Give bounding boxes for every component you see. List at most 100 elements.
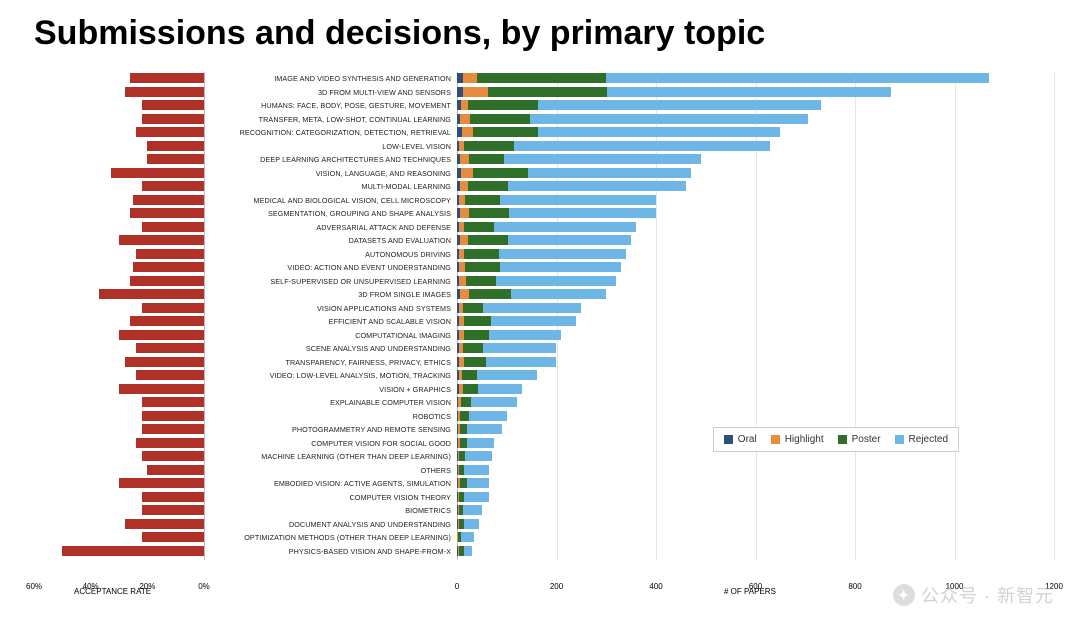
acceptance-bar-cell (34, 477, 204, 491)
chart-row: EMBODIED VISION: ACTIVE AGENTS, SIMULATI… (34, 477, 1054, 491)
right-axis-tick: 0 (455, 582, 459, 591)
chart-row: TRANSPARENCY, FAIRNESS, PRIVACY, ETHICS (34, 356, 1054, 370)
chart-row: DATASETS AND EVALUATION (34, 234, 1054, 248)
papers-bar-cell (457, 477, 1054, 491)
papers-bar-cell (457, 86, 1054, 100)
acceptance-bar (142, 303, 204, 313)
acceptance-bar (142, 492, 204, 502)
bar-segment-poster (464, 330, 489, 340)
papers-bar-cell (457, 369, 1054, 383)
papers-bar-cell (457, 167, 1054, 181)
papers-bar-cell (457, 194, 1054, 208)
acceptance-bar-cell (34, 194, 204, 208)
chart-row: EXPLAINABLE COMPUTER VISION (34, 396, 1054, 410)
acceptance-bar-cell (34, 342, 204, 356)
papers-bar-cell (457, 342, 1054, 356)
chart-row: SELF-SUPERVISED OR UNSUPERVISED LEARNING (34, 275, 1054, 289)
bar-segment-poster (468, 100, 538, 110)
bar-segment-highlight (463, 87, 488, 97)
topic-label: EFFICIENT AND SCALABLE VISION (204, 317, 457, 326)
acceptance-bar-cell (34, 275, 204, 289)
acceptance-bar (133, 262, 204, 272)
topic-label: ADVERSARIAL ATTACK AND DEFENSE (204, 223, 457, 232)
legend-label: Rejected (909, 434, 948, 445)
acceptance-bar-cell (34, 450, 204, 464)
chart-container: IMAGE AND VIDEO SYNTHESIS AND GENERATION… (34, 72, 1054, 600)
chart-row: VISION, LANGUAGE, AND REASONING (34, 167, 1054, 181)
papers-bar-cell (457, 126, 1054, 140)
topic-label: MULTI-MODAL LEARNING (204, 182, 457, 191)
page-title: Submissions and decisions, by primary to… (34, 14, 765, 53)
bar-segment-rejected (496, 276, 616, 286)
bar-segment-highlight (460, 235, 468, 245)
topic-label: COMPUTATIONAL IMAGING (204, 331, 457, 340)
chart-row: DEEP LEARNING ARCHITECTURES AND TECHNIQU… (34, 153, 1054, 167)
acceptance-bar-cell (34, 167, 204, 181)
acceptance-bar (142, 181, 204, 191)
acceptance-bar-cell (34, 99, 204, 113)
bar-segment-rejected (511, 289, 606, 299)
bar-segment-rejected (494, 222, 636, 232)
papers-bar-cell (457, 207, 1054, 221)
acceptance-bar-cell (34, 261, 204, 275)
chart-row: TRANSFER, META, LOW-SHOT, CONTINUAL LEAR… (34, 113, 1054, 127)
legend-item: Rejected (895, 434, 948, 445)
bar-segment-rejected (514, 141, 771, 151)
papers-bar-cell (457, 450, 1054, 464)
acceptance-bar-cell (34, 491, 204, 505)
topic-label: LOW-LEVEL VISION (204, 142, 457, 151)
bar-segment-poster (488, 87, 607, 97)
bar-segment-poster (469, 289, 511, 299)
topic-label: EMBODIED VISION: ACTIVE AGENTS, SIMULATI… (204, 479, 457, 488)
chart-row: VIDEO: LOW-LEVEL ANALYSIS, MOTION, TRACK… (34, 369, 1054, 383)
bar-segment-poster (461, 397, 471, 407)
topic-label: PHOTOGRAMMETRY AND REMOTE SENSING (204, 425, 457, 434)
topic-label: SEGMENTATION, GROUPING AND SHAPE ANALYSI… (204, 209, 457, 218)
topic-label: TRANSPARENCY, FAIRNESS, PRIVACY, ETHICS (204, 358, 457, 367)
acceptance-bar (136, 343, 204, 353)
topic-label: TRANSFER, META, LOW-SHOT, CONTINUAL LEAR… (204, 115, 457, 124)
acceptance-bar-cell (34, 396, 204, 410)
topic-label: OTHERS (204, 466, 457, 475)
topic-label: AUTONOMOUS DRIVING (204, 250, 457, 259)
bar-segment-rejected (504, 154, 701, 164)
topic-label: COMPUTER VISION THEORY (204, 493, 457, 502)
topic-label: DATASETS AND EVALUATION (204, 236, 457, 245)
papers-bar-cell (457, 153, 1054, 167)
bar-segment-highlight (461, 168, 473, 178)
bar-segment-highlight (460, 114, 470, 124)
chart-row: VISION APPLICATIONS AND SYSTEMS (34, 302, 1054, 316)
bar-segment-rejected (464, 546, 471, 556)
bar-segment-rejected (508, 235, 631, 245)
topic-label: OPTIMIZATION METHODS (OTHER THAN DEEP LE… (204, 533, 457, 542)
papers-bar-cell (457, 72, 1054, 86)
acceptance-bar (136, 127, 204, 137)
acceptance-bar-cell (34, 153, 204, 167)
acceptance-bar-cell (34, 423, 204, 437)
chart-row: DOCUMENT ANALYSIS AND UNDERSTANDING (34, 518, 1054, 532)
bar-segment-highlight (462, 127, 473, 137)
acceptance-bar (142, 100, 204, 110)
bar-segment-rejected (464, 465, 489, 475)
legend-label: Highlight (785, 434, 824, 445)
acceptance-bar (119, 235, 204, 245)
bar-segment-poster (469, 208, 509, 218)
chart-row: ADVERSARIAL ATTACK AND DEFENSE (34, 221, 1054, 235)
bar-segment-rejected (478, 384, 522, 394)
topic-label: HUMANS: FACE, BODY, POSE, GESTURE, MOVEM… (204, 101, 457, 110)
acceptance-bar (147, 465, 204, 475)
bar-segment-poster (477, 73, 606, 83)
legend-item: Highlight (771, 434, 824, 445)
acceptance-bar-cell (34, 369, 204, 383)
bar-segment-poster (460, 438, 467, 448)
bar-segment-highlight (460, 208, 469, 218)
acceptance-bar-cell (34, 234, 204, 248)
bar-segment-poster (464, 249, 499, 259)
legend-label: Poster (852, 434, 881, 445)
legend-swatch (771, 435, 780, 444)
papers-bar-cell (457, 248, 1054, 262)
chart-row: 3D FROM SINGLE IMAGES (34, 288, 1054, 302)
right-axis-tick: 200 (550, 582, 563, 591)
chart-row: OTHERS (34, 464, 1054, 478)
papers-bar-cell (457, 221, 1054, 235)
